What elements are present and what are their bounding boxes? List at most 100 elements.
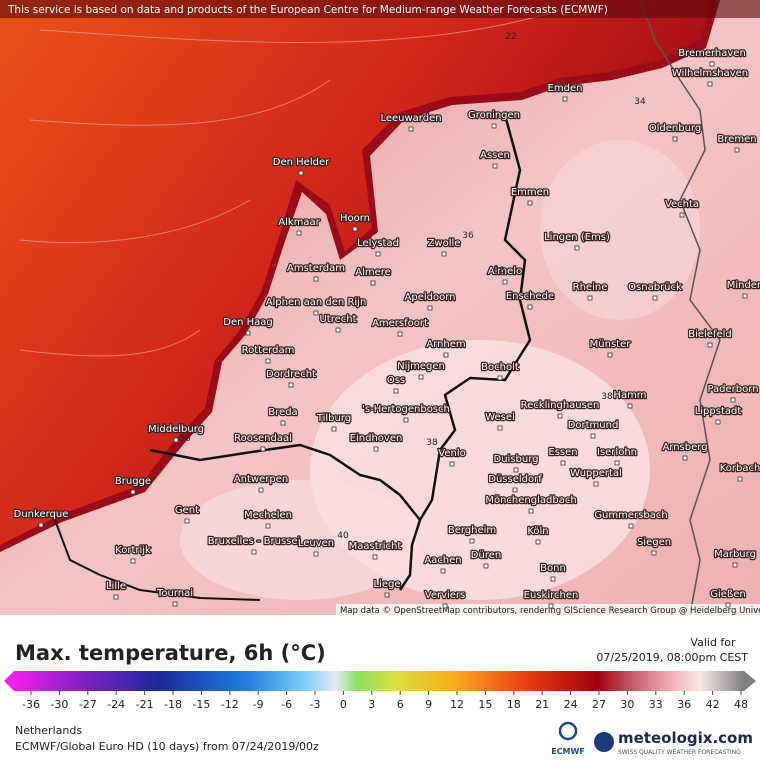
colorbar-label: 0 — [340, 698, 347, 711]
city-label: Enschede — [506, 291, 554, 302]
city-label: Marburg — [714, 549, 756, 560]
city-label: Dordrecht — [266, 369, 316, 380]
city-label: Bielefeld — [688, 329, 732, 340]
colorbar-label: -21 — [136, 698, 154, 711]
city-marker — [296, 230, 302, 236]
city-label: Verviers — [425, 590, 466, 601]
attribution-bg — [336, 604, 760, 615]
city-label: Apeldoorn — [405, 292, 456, 303]
colorbar-label: -6 — [281, 698, 292, 711]
city-marker — [130, 558, 136, 564]
city-marker — [593, 481, 599, 487]
region: Netherlands — [15, 724, 82, 737]
border — [639, 0, 721, 616]
notice-bar — [0, 0, 760, 18]
city-label: Aachen — [424, 555, 461, 566]
city-label: Lippstadt — [695, 406, 742, 417]
warm-area — [540, 140, 700, 320]
city-marker — [443, 352, 449, 358]
city-label: Lille — [106, 581, 126, 592]
city-marker — [449, 461, 455, 467]
city-marker — [288, 382, 294, 388]
city-label: Assen — [480, 150, 510, 161]
warm-area — [180, 480, 420, 600]
city-label: Düsseldorf — [488, 474, 542, 485]
city-label: Essen — [548, 447, 577, 458]
city-marker — [372, 554, 378, 560]
brand-logo — [594, 732, 614, 752]
city-label: Nijmegen — [397, 361, 445, 372]
colorbar-label: -9 — [253, 698, 264, 711]
city-label: Mönchengladbach — [485, 495, 576, 506]
city-label: Euskirchen — [524, 590, 579, 601]
city-label: Gummersbach — [594, 510, 667, 521]
city-label: Recklinghausen — [521, 400, 600, 411]
city-label: Bergheim — [448, 525, 496, 536]
contour-label: 34 — [634, 97, 646, 107]
city-marker — [502, 279, 508, 285]
city-marker — [408, 126, 414, 132]
city-label: Gent — [175, 505, 199, 516]
city-marker — [258, 487, 264, 493]
colorbar-label: 9 — [425, 698, 432, 711]
city-label: Arnsberg — [662, 442, 707, 453]
city-label: Siegen — [637, 537, 671, 548]
contour-label: 22 — [505, 32, 516, 42]
city-label: Eindhoven — [350, 433, 403, 444]
city-label: Köln — [527, 526, 548, 537]
colorbar-label: -18 — [164, 698, 182, 711]
city-label: Mechelen — [244, 510, 292, 521]
city-marker — [707, 342, 713, 348]
city-marker — [737, 476, 743, 482]
city-marker — [651, 550, 657, 556]
city-marker — [734, 147, 740, 153]
ecmwf-logo — [558, 721, 578, 741]
city-label: Düren — [471, 550, 501, 561]
colorbar-label: -30 — [50, 698, 68, 711]
city-marker — [672, 136, 678, 142]
city-marker — [375, 251, 381, 257]
colorbar-label: 12 — [450, 698, 464, 711]
city-label: Wesel — [485, 412, 515, 423]
colorbar-label: -27 — [79, 698, 97, 711]
border — [398, 114, 532, 591]
city-marker — [707, 81, 713, 87]
city-marker — [245, 330, 251, 336]
city-marker — [113, 594, 119, 600]
city-marker — [528, 508, 534, 514]
ecmwf: ECMWF — [551, 747, 585, 756]
city-marker — [562, 96, 568, 102]
colorbar-label: 33 — [649, 698, 663, 711]
colorbar-label: 15 — [478, 698, 492, 711]
city-label: Arnhem — [426, 339, 465, 350]
brand: meteologix.com — [618, 729, 753, 747]
contour-label: 36 — [462, 231, 474, 241]
city-label: Oss — [387, 375, 405, 386]
city-label: Iserlohn — [597, 447, 637, 458]
border — [54, 519, 261, 601]
city-label: Münster — [590, 339, 632, 350]
city-label: Hamm — [613, 390, 646, 401]
city-label: Leuven — [298, 538, 334, 549]
colorbar-label: 18 — [507, 698, 521, 711]
city-marker — [574, 245, 580, 251]
city-label: Amersfoort — [372, 318, 428, 329]
city-label: Bonn — [540, 563, 566, 574]
city-label: Utrecht — [319, 314, 356, 325]
city-label: Amsterdam — [287, 263, 345, 274]
contour-label: 38 — [426, 438, 438, 448]
city-label: Emden — [548, 83, 583, 94]
colorbar-end — [744, 671, 756, 691]
city-label: Oldenburg — [649, 123, 701, 134]
city-label: Wuppertal — [570, 468, 622, 479]
legend-title: Max. temperature, 6h (°C) — [15, 641, 326, 665]
city-marker — [614, 460, 620, 466]
tagline: SWISS QUALITY WEATHER FORECASTING — [618, 749, 741, 756]
city-marker — [440, 568, 446, 574]
city-label: Den Haag — [223, 317, 273, 328]
colorbar — [14, 671, 744, 691]
city-marker — [418, 374, 424, 380]
city-marker — [403, 417, 409, 423]
city-marker — [560, 460, 566, 466]
model: ECMWF/Global Euro HD (10 days) from 07/2… — [15, 740, 319, 753]
